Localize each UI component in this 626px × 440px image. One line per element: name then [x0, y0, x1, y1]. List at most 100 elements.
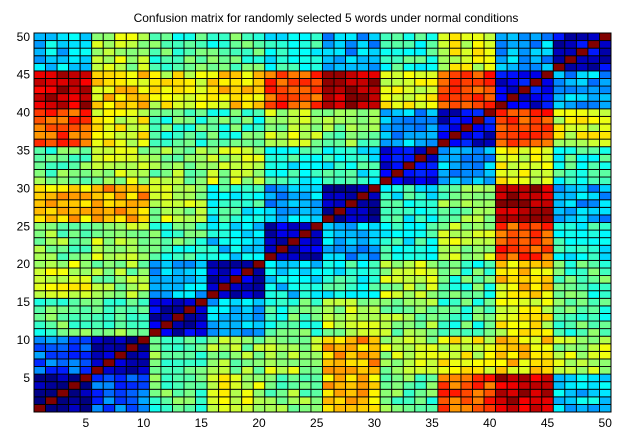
heatmap-cell: [195, 381, 208, 390]
heatmap-cell: [298, 305, 312, 314]
heatmap-cell: [599, 47, 612, 57]
heatmap-cell: [287, 115, 300, 125]
heatmap-cell: [564, 305, 577, 314]
heatmap-cell: [310, 373, 323, 383]
heatmap-cell: [298, 237, 312, 246]
heatmap-cell: [379, 373, 393, 383]
heatmap-cell: [518, 366, 531, 375]
heatmap-cell: [575, 168, 589, 178]
heatmap-cell: [529, 320, 543, 330]
heatmap-cell: [541, 123, 554, 132]
heatmap-cell: [575, 176, 589, 186]
heatmap-cell: [356, 85, 370, 95]
heatmap-cell: [79, 146, 93, 155]
heatmap-cell: [529, 146, 543, 155]
heatmap-cell: [379, 358, 393, 367]
heatmap-cell: [564, 40, 577, 49]
heatmap-cell: [298, 199, 312, 208]
heatmap-cell: [518, 93, 531, 102]
heatmap-cell: [333, 350, 347, 360]
heatmap-cell: [472, 259, 485, 269]
heatmap-cell: [102, 229, 116, 239]
heatmap-cell: [298, 343, 312, 352]
heatmap-cell: [575, 108, 589, 117]
heatmap-cell: [356, 184, 370, 193]
heatmap-cell: [541, 244, 554, 254]
heatmap-cell: [529, 229, 543, 239]
heatmap-cell: [506, 313, 520, 322]
heatmap-cell: [252, 40, 266, 49]
heatmap-cell: [79, 290, 93, 299]
heatmap-cell: [564, 328, 577, 337]
heatmap-cell: [460, 176, 473, 186]
heatmap-cell: [506, 320, 520, 330]
heatmap-cell: [587, 70, 600, 79]
heatmap-cell: [275, 138, 289, 148]
heatmap-cell: [518, 282, 531, 292]
heatmap-cell: [575, 305, 589, 314]
heatmap-cell: [137, 403, 150, 413]
heatmap-cell: [460, 70, 473, 79]
heatmap-cell: [448, 85, 462, 95]
heatmap-cell: [287, 237, 300, 246]
heatmap-cell: [483, 78, 497, 87]
heatmap-cell: [437, 108, 450, 117]
heatmap-cell: [264, 40, 277, 49]
heatmap-cell: [495, 320, 508, 330]
heatmap-cell: [391, 328, 404, 337]
heatmap-cell: [68, 153, 81, 163]
heatmap-cell: [575, 131, 589, 140]
heatmap-cell: [310, 237, 323, 246]
heatmap-cell: [368, 176, 381, 186]
heatmap-cell: [575, 237, 589, 246]
heatmap-cell: [79, 161, 93, 170]
heatmap-cell: [183, 85, 197, 95]
heatmap-cell: [460, 47, 473, 57]
heatmap-cell: [310, 47, 323, 57]
heatmap-cell: [483, 108, 497, 117]
heatmap-cell: [137, 70, 150, 79]
heatmap-cell: [437, 222, 450, 231]
heatmap-cell: [137, 313, 150, 322]
heatmap-cell: [368, 244, 381, 254]
heatmap-cell: [448, 275, 462, 284]
heatmap-cell: [529, 85, 543, 95]
heatmap-cell: [483, 138, 497, 148]
heatmap-cell: [564, 259, 577, 269]
heatmap-cell: [125, 131, 139, 140]
heatmap-cell: [252, 388, 266, 398]
y-tick-label: 50: [17, 30, 31, 44]
heatmap-cell: [91, 252, 104, 261]
heatmap-cell: [414, 320, 427, 330]
heatmap-cell: [287, 328, 300, 337]
heatmap-cell: [506, 358, 520, 367]
heatmap-cell: [287, 343, 300, 352]
heatmap-cell: [564, 350, 577, 360]
heatmap-cell: [241, 108, 254, 117]
heatmap-cell: [599, 146, 612, 155]
heatmap-cell: [460, 85, 473, 95]
heatmap-cell: [541, 373, 554, 383]
heatmap-cell: [368, 373, 381, 383]
heatmap-cell: [91, 282, 104, 292]
heatmap-cell: [506, 47, 520, 57]
heatmap-cell: [33, 350, 46, 360]
heatmap-cell: [356, 275, 370, 284]
heatmap-cell: [356, 108, 370, 117]
heatmap-cell: [541, 222, 554, 231]
heatmap-cell: [206, 168, 220, 178]
heatmap-cell: [483, 206, 497, 216]
heatmap-cell: [148, 191, 162, 201]
heatmap-cell: [564, 206, 577, 216]
heatmap-cell: [599, 259, 612, 269]
heatmap-cell: [287, 381, 300, 390]
heatmap-cell: [79, 335, 93, 345]
heatmap-cell: [575, 290, 589, 299]
heatmap-cell: [33, 55, 46, 64]
heatmap-cell: [91, 222, 104, 231]
heatmap-cell: [599, 396, 612, 405]
heatmap-cell: [379, 381, 393, 390]
heatmap-cell: [529, 115, 543, 125]
heatmap-cell: [79, 275, 93, 284]
heatmap-cell: [79, 313, 93, 322]
